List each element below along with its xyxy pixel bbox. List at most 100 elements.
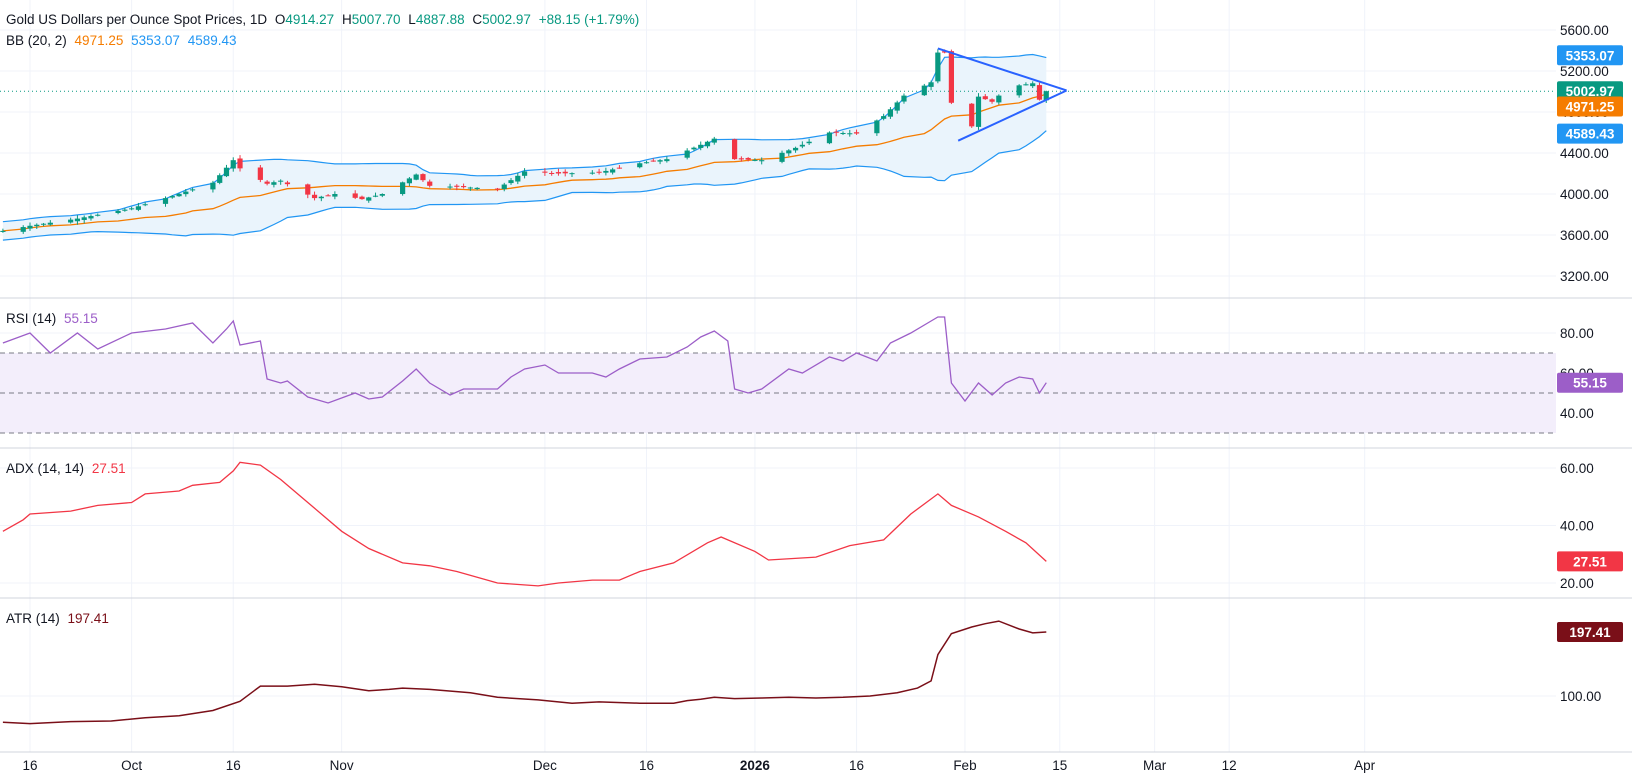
time-tick-label: 16	[226, 758, 241, 773]
candle-body	[874, 120, 880, 134]
time-tick-label: Feb	[953, 758, 976, 773]
candle-body	[1036, 85, 1043, 100]
candle	[616, 165, 623, 169]
candle	[698, 141, 704, 151]
candle	[264, 180, 270, 186]
candle-body	[176, 193, 182, 197]
candle	[95, 213, 101, 217]
adx-legend-name[interactable]: ADX (14, 14)	[6, 461, 85, 476]
candle	[847, 129, 853, 137]
candle-body	[223, 167, 230, 177]
rsi-legend-name[interactable]: RSI (14)	[6, 311, 57, 326]
candle	[142, 202, 148, 207]
candle-body	[27, 225, 33, 229]
atr-badge: 197.41	[1557, 622, 1623, 642]
adx-tick-label: 20.00	[1560, 576, 1594, 591]
candle-body	[1030, 83, 1036, 87]
candle-body	[311, 194, 318, 199]
candle-body	[400, 182, 406, 195]
rsi-tick-label: 40.00	[1560, 406, 1594, 421]
symbol-title[interactable]: Gold US Dollars per Ounce Spot Prices, 1…	[6, 12, 268, 27]
candle	[352, 190, 358, 200]
price-tick-label: 4000.00	[1560, 187, 1609, 202]
candle	[684, 148, 690, 160]
candle-body	[603, 170, 609, 173]
time-tick-label: 2026	[740, 758, 771, 773]
candle-body	[68, 219, 74, 223]
candle-body	[759, 160, 765, 162]
candle	[115, 209, 121, 215]
atr-pane[interactable]	[2, 620, 1047, 725]
candle-body	[359, 196, 365, 200]
bb-legend[interactable]: BB (20, 2) 4971.25 5353.07 4589.43	[6, 33, 241, 48]
adx-line	[2, 461, 1047, 587]
candle	[420, 173, 426, 182]
candle-body	[982, 96, 988, 100]
candle	[826, 131, 833, 145]
candle-body	[637, 163, 643, 168]
candle	[881, 113, 887, 121]
candle-body	[190, 189, 196, 191]
upper-badge-text: 5353.07	[1566, 48, 1615, 63]
candle	[1016, 84, 1022, 98]
candle	[359, 195, 365, 200]
close-price-badge: 5002.97	[1557, 81, 1623, 102]
adx-tick-label: 60.00	[1560, 461, 1594, 476]
candle-body	[935, 52, 941, 82]
rsi-pane[interactable]	[0, 316, 1556, 434]
candle	[596, 168, 602, 175]
bb-legend-name[interactable]: BB (20, 2)	[6, 33, 67, 48]
candle-body	[142, 204, 148, 206]
time-tick-label: 16	[639, 758, 654, 773]
time-tick-label: 16	[849, 758, 864, 773]
candle-body	[752, 159, 758, 161]
candle	[183, 189, 189, 197]
candle	[379, 193, 385, 198]
candle	[40, 222, 47, 227]
atr-legend-name[interactable]: ATR (14)	[6, 611, 60, 626]
candle	[129, 206, 135, 211]
candle-body	[217, 175, 223, 183]
candle	[366, 196, 372, 203]
candle-body	[169, 196, 175, 198]
candle-body	[542, 171, 548, 173]
candle-body	[372, 195, 379, 197]
bb-upper-badge: 5353.07	[1557, 45, 1623, 66]
close-badge-bg	[1557, 81, 1623, 102]
adx-legend[interactable]: ADX (14, 14) 27.51	[6, 461, 130, 476]
middle-badge-bg	[1557, 96, 1623, 117]
bb-middle-line	[2, 93, 1047, 232]
candle-body	[508, 180, 514, 184]
candle	[217, 173, 223, 185]
atr-badge-bg	[1557, 622, 1623, 642]
price-pane[interactable]	[0, 47, 1556, 241]
adx-pane[interactable]	[2, 461, 1047, 587]
time-tick-label: Mar	[1143, 758, 1167, 773]
candle	[637, 162, 643, 169]
time-axis[interactable]: 16 Oct 16 Nov Dec 16 2026 16 Feb 15 Mar 12 Apr	[22, 758, 1375, 773]
candle	[989, 98, 995, 104]
candle	[969, 103, 975, 128]
candle	[521, 168, 528, 179]
candle	[799, 141, 805, 149]
triangle-lower-trendline	[957, 89, 1067, 142]
main-legend[interactable]: Gold US Dollars per Ounce Spot Prices, 1…	[6, 12, 643, 27]
bb-lower-line	[2, 130, 1047, 241]
candle-body	[847, 133, 853, 135]
candle-body	[928, 82, 934, 87]
candle-body	[305, 184, 311, 195]
candle-body	[792, 147, 799, 151]
time-tick-label: 16	[22, 758, 37, 773]
triangle-upper-trendline	[937, 47, 1067, 92]
candle-body	[704, 141, 711, 147]
candle	[467, 186, 473, 191]
candle	[738, 156, 744, 162]
candle	[372, 192, 379, 198]
atr-legend[interactable]: ATR (14) 197.41	[6, 611, 113, 626]
candle	[887, 107, 894, 119]
time-tick-label: Oct	[121, 758, 142, 773]
price-tick-label: 5200.00	[1560, 64, 1609, 79]
rsi-legend[interactable]: RSI (14) 55.15	[6, 311, 102, 326]
candle	[589, 170, 595, 175]
